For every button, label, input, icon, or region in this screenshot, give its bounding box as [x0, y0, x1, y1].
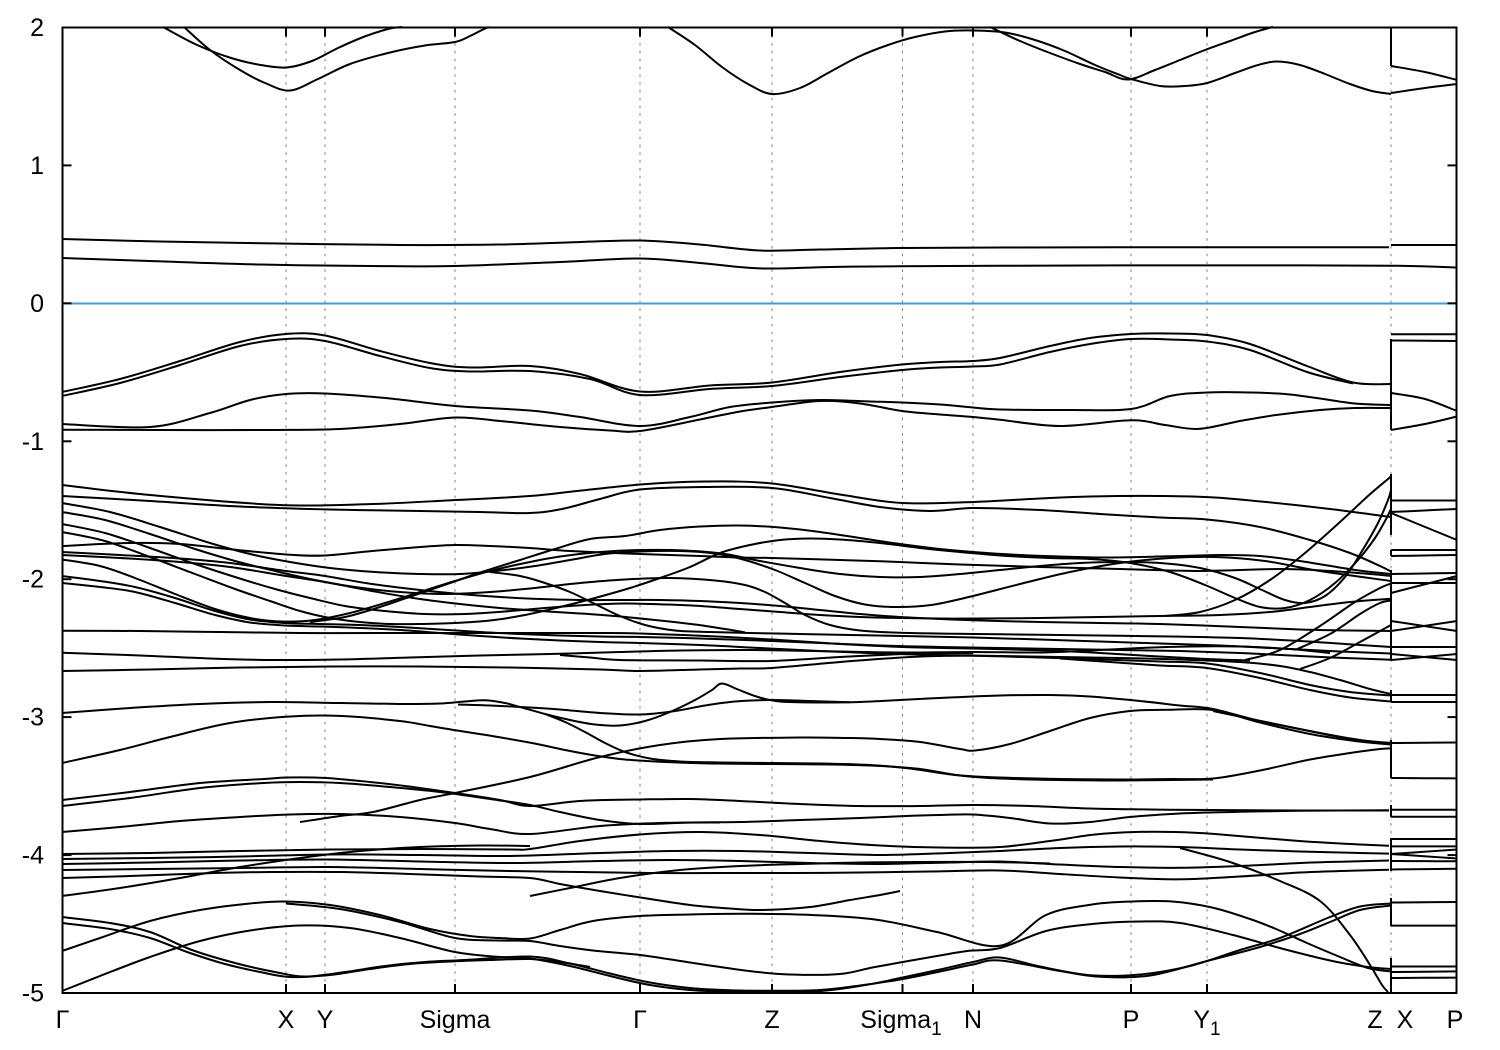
svg-text:-4: -4	[22, 842, 44, 870]
svg-text:-1: -1	[22, 428, 44, 456]
svg-text:2: 2	[30, 14, 44, 42]
svg-text:Z: Z	[1367, 1006, 1382, 1034]
svg-text:X: X	[278, 1006, 295, 1034]
svg-text:P: P	[1447, 1006, 1464, 1034]
svg-text:Y: Y	[317, 1006, 334, 1034]
svg-text:Γ: Γ	[633, 1006, 647, 1034]
svg-text:0: 0	[30, 290, 44, 318]
svg-text:N: N	[964, 1006, 982, 1034]
svg-text:-2: -2	[22, 566, 44, 594]
svg-text:P: P	[1123, 1006, 1140, 1034]
svg-text:1: 1	[30, 152, 44, 180]
svg-text:Z: Z	[764, 1006, 779, 1034]
svg-text:X: X	[1397, 1006, 1414, 1034]
svg-text:Sigma: Sigma	[420, 1006, 491, 1034]
svg-text:-3: -3	[22, 704, 44, 732]
svg-text:-5: -5	[22, 980, 44, 1008]
svg-text:Γ: Γ	[56, 1006, 70, 1034]
